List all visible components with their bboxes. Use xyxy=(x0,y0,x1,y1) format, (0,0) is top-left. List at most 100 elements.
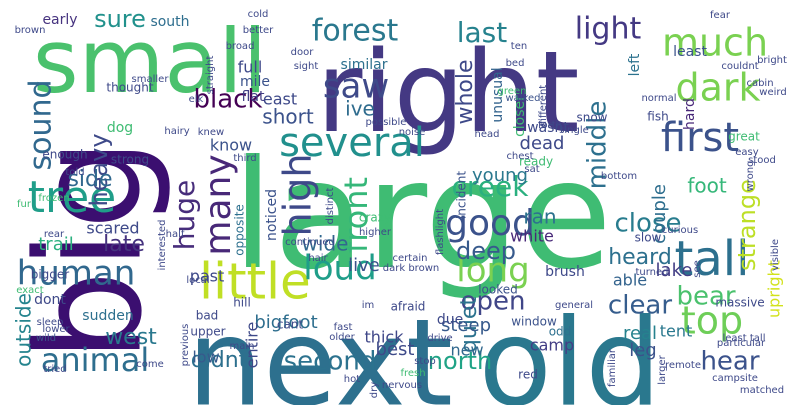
word-small: small xyxy=(33,10,267,113)
word-sound: sound xyxy=(24,79,59,170)
word-fresh: fresh xyxy=(400,368,425,379)
word-brush: brush xyxy=(545,264,585,280)
word-exact: exact xyxy=(16,285,44,296)
word-larger: larger xyxy=(657,354,668,384)
word-right: right xyxy=(316,28,579,158)
word-much: much xyxy=(662,21,768,65)
word-live: live xyxy=(348,255,380,276)
word-trail: trail xyxy=(38,234,74,255)
word-fast: fast xyxy=(334,322,353,333)
word-unusual: unusual xyxy=(490,67,506,122)
word-high: high xyxy=(276,154,320,237)
word-couple: couple xyxy=(649,184,670,244)
word-wrong: wrong xyxy=(745,161,756,192)
word-particular: particular xyxy=(717,338,766,349)
word-fish: fish xyxy=(647,110,668,124)
word-steep: steep xyxy=(441,315,491,336)
word-matched: matched xyxy=(740,385,784,396)
word-higher: higher xyxy=(359,227,392,238)
word-hard: hard xyxy=(682,98,698,130)
word-similar: similar xyxy=(341,57,388,73)
word-window: window xyxy=(511,315,557,329)
word-little: little xyxy=(199,253,311,311)
word-ive: ive xyxy=(345,97,375,121)
word-due: due xyxy=(437,312,463,328)
word-white: white xyxy=(510,227,554,246)
word-good: good xyxy=(445,203,535,244)
word-leg: leg xyxy=(629,340,657,361)
word-opposite: opposite xyxy=(233,204,247,256)
word-noticed: noticed xyxy=(264,189,280,241)
word-odd: odd xyxy=(549,325,572,339)
word-deep: deep xyxy=(456,237,516,265)
word-know: know xyxy=(210,136,252,155)
word-ran: ran xyxy=(523,205,556,229)
word-afraid: afraid xyxy=(391,300,426,314)
word-flashlight: flashlight xyxy=(435,209,446,255)
word-best: best xyxy=(376,339,415,360)
word-fear: fear xyxy=(710,10,731,21)
word-animal: animal xyxy=(41,341,149,379)
word-creek: creek xyxy=(452,170,530,203)
word-great: great xyxy=(728,130,760,144)
word-big: big xyxy=(6,138,175,362)
word-scared: scared xyxy=(86,219,139,238)
word-curious: curious xyxy=(662,225,698,236)
word-strong: strong xyxy=(111,153,149,167)
word-thick: thick xyxy=(365,328,405,347)
word-better: better xyxy=(243,25,274,36)
word-snow: snow xyxy=(576,111,607,125)
word-many: many xyxy=(198,154,239,255)
word-second: second xyxy=(284,347,377,377)
word-dark-brown: dark brown xyxy=(383,263,439,274)
word-easy: easy xyxy=(735,147,758,158)
word-clear: clear xyxy=(608,291,672,321)
word-straight: straight xyxy=(205,56,216,95)
word-north: north xyxy=(428,347,492,375)
word-next: next xyxy=(187,295,453,405)
word-saw: saw xyxy=(323,67,389,107)
word-strange: strange xyxy=(733,179,761,271)
word-dead: dead xyxy=(520,133,565,154)
word-early: early xyxy=(42,12,77,28)
word-certain: certain xyxy=(393,253,428,264)
word-cold: cold xyxy=(248,9,269,20)
word-half: half xyxy=(166,229,185,240)
word-general: general xyxy=(555,300,593,311)
word-nervous: nervous xyxy=(382,380,422,391)
word-low: low xyxy=(192,348,219,367)
word-foot: foot xyxy=(687,174,727,198)
word-least: least xyxy=(673,44,707,60)
word-sight: sight xyxy=(294,61,319,72)
word-noise: noise xyxy=(399,127,426,138)
word-cabin: cabin xyxy=(746,78,773,89)
word-possible: possible xyxy=(366,117,407,128)
word-late: late xyxy=(103,232,145,257)
word-ready: ready xyxy=(519,155,553,169)
word-hair: hair xyxy=(308,253,328,264)
word-come: come xyxy=(136,359,164,370)
word-real: real xyxy=(623,323,657,344)
word-frozen: frozen xyxy=(38,193,69,204)
word-bright: bright xyxy=(757,55,787,66)
word-previous: previous xyxy=(180,324,191,367)
word-older: older xyxy=(329,332,355,343)
word-incident: incident xyxy=(455,171,469,219)
word-dark: dark xyxy=(675,66,760,110)
word-continued: continued xyxy=(285,237,335,248)
word-tried: tried xyxy=(43,364,66,375)
word-local: local xyxy=(186,275,209,286)
word-tent: tent xyxy=(660,322,693,341)
word-stop: stop xyxy=(414,356,436,367)
word-head: head xyxy=(475,129,500,140)
word-weird: weird xyxy=(759,87,786,98)
word-several: several xyxy=(279,120,425,166)
word-bottom: bottom xyxy=(601,171,637,182)
word-campsite: campsite xyxy=(712,373,758,384)
word-im: im xyxy=(362,300,375,311)
word-drive: drive xyxy=(427,333,452,344)
word-side: side xyxy=(67,167,112,192)
word-sat: sat xyxy=(524,164,539,175)
word-hairy: hairy xyxy=(164,126,189,137)
